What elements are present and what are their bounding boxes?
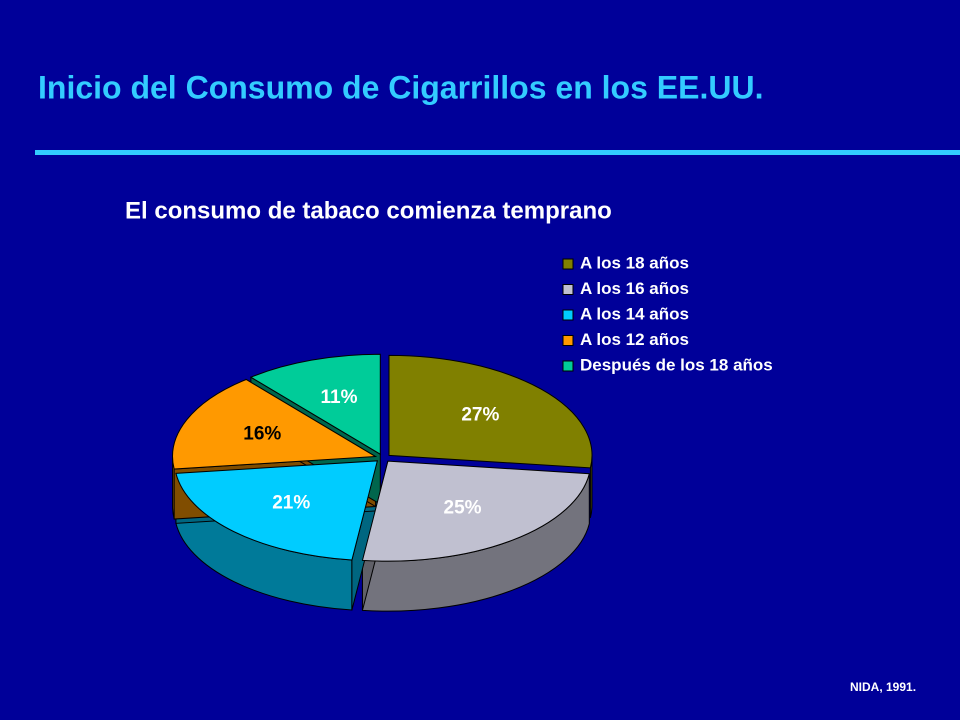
data-label: 11%	[321, 387, 358, 408]
legend: A los 18 años A los 16 años A los 14 años A…	[562, 253, 773, 374]
legend-swatch	[562, 258, 574, 270]
chart-subtitle: El consumo de tabaco comienza temprano	[125, 197, 612, 224]
legend-swatch	[562, 335, 574, 346]
data-label: 27%	[461, 405, 499, 426]
legend-label: A los 12 años	[580, 330, 689, 349]
legend-label: A los 16 años	[580, 279, 689, 298]
data-label: 16%	[243, 423, 281, 444]
slice	[175, 460, 378, 561]
title-rule	[35, 150, 960, 155]
legend-label: A los 18 años	[580, 253, 689, 272]
data-label: 25%	[444, 498, 482, 519]
legend-swatch	[562, 309, 574, 321]
legend-swatch	[562, 284, 574, 295]
data-label: 21%	[272, 492, 310, 513]
slice	[388, 354, 593, 469]
legend-label: A los 14 años	[580, 304, 689, 323]
pie: 27% 25% 21% 16% 11%	[172, 353, 593, 612]
slice	[172, 378, 378, 470]
slice	[249, 353, 381, 456]
legend-swatch	[562, 360, 574, 372]
source: NIDA, 1991.	[850, 680, 916, 694]
slide-title: Inicio del Consumo de Cigarrillos en los…	[38, 69, 763, 105]
slice	[361, 460, 590, 562]
legend-label: Después de los 18 años	[580, 355, 773, 374]
